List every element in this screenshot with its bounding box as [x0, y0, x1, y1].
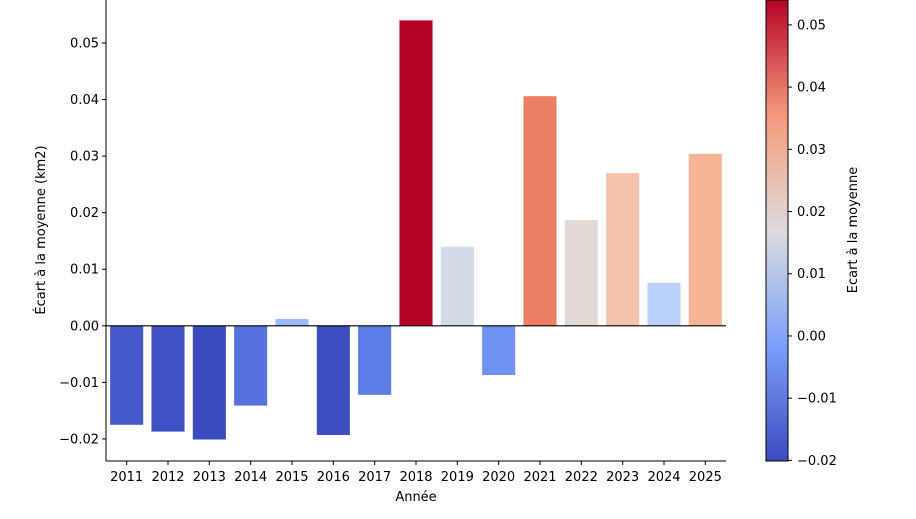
bar-2025 [688, 153, 722, 326]
x-tick-label: 2021 [523, 470, 556, 485]
x-tick-label: 2025 [689, 470, 722, 485]
y-tick-label: −0.02 [59, 432, 99, 447]
colorbar-tick-label: −0.01 [797, 392, 837, 407]
colorbar-tick-label: 0.03 [797, 143, 826, 158]
x-tick-label: 2023 [606, 470, 639, 485]
bar-2011 [110, 325, 144, 425]
x-tick-label: 2014 [234, 470, 267, 485]
colorbar-tick-label: 0.00 [797, 329, 826, 344]
y-tick-label: 0.04 [70, 93, 99, 108]
y-axis-label: Écart à la moyenne (km2) [33, 145, 49, 314]
colorbar-ticks: −0.02 −0.01 0.00 0.01 0.02 0.03 0.04 0.05 [788, 18, 837, 469]
axes-group: 2011 2012 2013 2014 2015 2016 2017 2018 2019 2020… [59, 0, 726, 485]
y-tick-label: 0.03 [70, 150, 99, 165]
colorbar-tick-label: −0.02 [797, 454, 837, 469]
bar-2023 [606, 173, 640, 326]
x-tick-label: 2013 [193, 470, 226, 485]
x-axis-label: Année [395, 490, 436, 505]
colorbar-tick-label: 0.02 [797, 205, 826, 220]
x-tick-label: 2015 [275, 470, 308, 485]
bar-2014 [234, 325, 268, 406]
x-tick-label: 2022 [565, 470, 598, 485]
y-tick-label: −0.01 [59, 376, 99, 391]
colorbar [765, 0, 789, 462]
bar-2022 [564, 220, 598, 326]
x-tick-label: 2020 [482, 470, 515, 485]
x-tick-label: 2017 [358, 470, 391, 485]
bar-2013 [192, 325, 226, 440]
x-tick-label: 2016 [317, 470, 350, 485]
bar-2017 [358, 325, 392, 395]
y-tick-label: 0.05 [70, 36, 99, 51]
bar-2015 [275, 319, 309, 326]
colorbar-label: Ecart à la moyenne [846, 167, 861, 294]
bar-2020 [482, 325, 516, 376]
bar-2018 [399, 20, 433, 326]
x-tick-label: 2011 [110, 470, 143, 485]
colorbar-tick-label: 0.04 [797, 81, 826, 96]
colorbar-tick-label: 0.01 [797, 267, 826, 282]
bar-2019 [440, 246, 474, 326]
bar-2012 [151, 325, 185, 432]
y-tick-label: 0.01 [70, 263, 99, 278]
bar-2021 [523, 96, 557, 326]
x-tick-label: 2012 [151, 470, 184, 485]
x-tick-label: 2024 [647, 470, 680, 485]
x-tick-label: 2019 [441, 470, 474, 485]
y-tick-label: 0.02 [70, 206, 99, 221]
bar-2016 [316, 325, 350, 435]
colorbar-tick-label: 0.05 [797, 18, 826, 33]
bar-2024 [647, 282, 681, 326]
x-tick-label: 2018 [399, 470, 432, 485]
bars-group [110, 20, 722, 440]
y-tick-label: 0.00 [70, 319, 99, 334]
